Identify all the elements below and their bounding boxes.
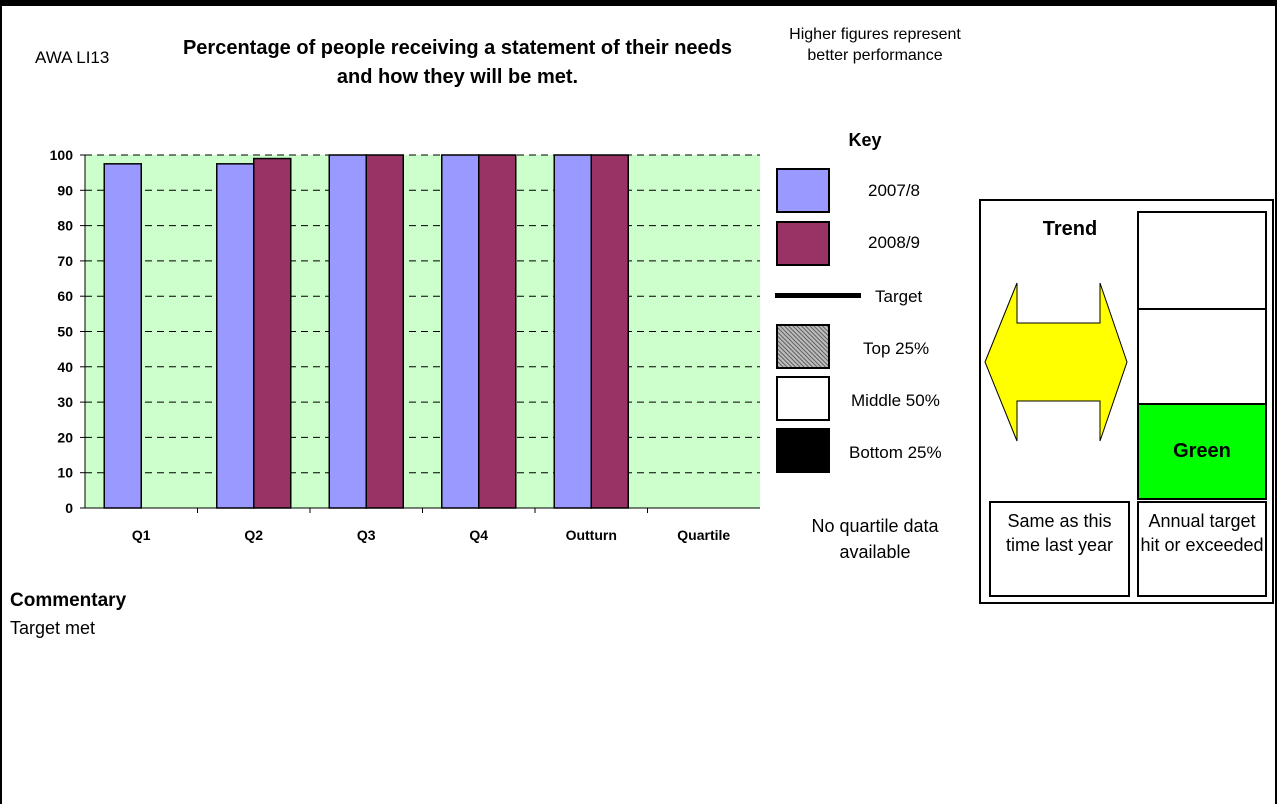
key-swatch-middle-50 — [776, 376, 830, 421]
y-tick-label: 30 — [57, 394, 73, 410]
rag-caption: Annual target hit or exceeded — [1137, 501, 1267, 597]
x-tick-label: Q3 — [357, 527, 376, 543]
y-tick-label: 90 — [57, 182, 73, 198]
key-label-2007-8: 2007/8 — [868, 181, 920, 200]
bar-2008-9-outturn — [590, 154, 629, 509]
rag-cell-middle — [1137, 308, 1267, 405]
bar-2008-9-q3 — [365, 154, 404, 509]
bar-chart: 0 10 20 30 40 50 60 70 80 90 100 Q1 Q2 Q3 Q4 Outturn Qua… — [50, 147, 760, 543]
x-tick-label: Outturn — [566, 527, 617, 543]
y-tick-label: 50 — [57, 324, 73, 340]
key-swatch-2007-8 — [776, 168, 830, 213]
trend-caption: Same as this time last year — [989, 501, 1130, 597]
y-tick-label: 100 — [50, 147, 74, 163]
y-tick-label: 10 — [57, 465, 73, 481]
y-tick-label: 80 — [57, 218, 73, 234]
performance-note: Higher figures represent better performa… — [789, 26, 961, 64]
status-panel — [979, 199, 1274, 604]
x-tick-label: Q4 — [469, 527, 488, 543]
y-tick-label: 70 — [57, 253, 73, 269]
y-tick-label: 0 — [65, 500, 73, 516]
bar-2007-8-q2 — [216, 163, 255, 509]
rag-status-green: Green — [1137, 403, 1267, 500]
key-label-2008-9: 2008/9 — [868, 233, 920, 252]
x-tick-label: Q1 — [132, 527, 151, 543]
x-tick-label: Quartile — [677, 527, 730, 543]
key-swatch-2008-9 — [776, 221, 830, 266]
bar-2007-8-q4 — [441, 154, 480, 509]
key-label-bottom-25: Bottom 25% — [849, 443, 942, 462]
double-arrow-icon — [984, 282, 1128, 442]
indicator-code: AWA LI13 — [35, 48, 110, 67]
commentary-text: Target met — [10, 618, 96, 638]
bar-2008-9-q2 — [253, 157, 292, 509]
key-label-top-25: Top 25% — [863, 339, 930, 358]
key-swatch-top-25 — [776, 324, 830, 369]
y-tick-label: 40 — [57, 359, 73, 375]
quartile-note: No quartile data available — [811, 516, 939, 562]
y-tick-label: 60 — [57, 288, 73, 304]
y-tick-label: 20 — [57, 429, 73, 445]
rag-cell-top — [1137, 211, 1267, 310]
bar-2008-9-q4 — [478, 154, 517, 509]
chart-title: Percentage of people receiving a stateme… — [182, 37, 733, 88]
key-label-middle-50: Middle 50% — [851, 391, 940, 410]
key-title: Key — [848, 130, 882, 150]
key-target-line — [775, 293, 861, 298]
commentary-heading: Commentary — [10, 590, 127, 611]
bar-2007-8-q3 — [328, 154, 367, 509]
key-swatch-bottom-25 — [776, 428, 830, 473]
bar-2007-8-q1 — [103, 163, 142, 509]
bar-2007-8-outturn — [553, 154, 592, 509]
x-tick-label: Q2 — [244, 527, 263, 543]
key-label-target: Target — [875, 287, 923, 306]
trend-title: Trend — [1042, 218, 1098, 240]
